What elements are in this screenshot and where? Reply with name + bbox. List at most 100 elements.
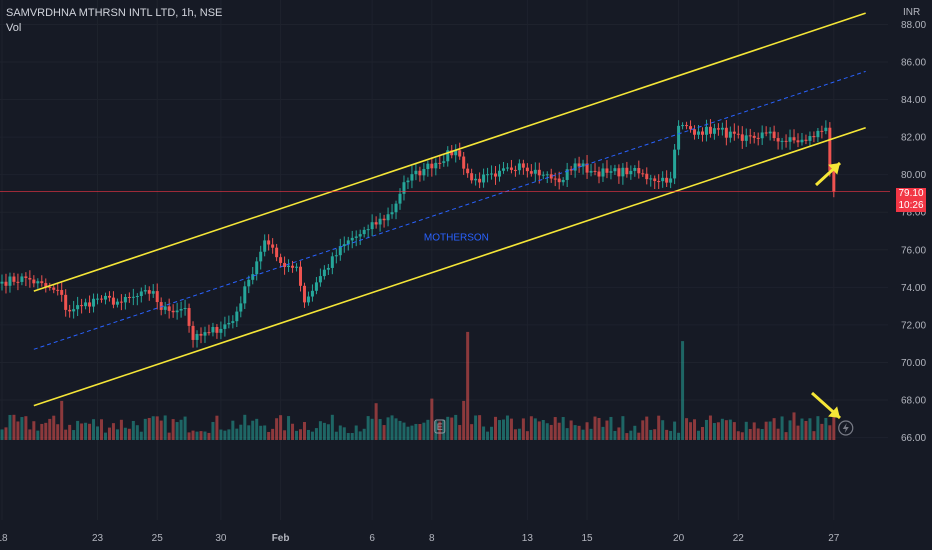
volume-bar bbox=[597, 417, 601, 440]
candle-body bbox=[386, 214, 390, 221]
volume-bar bbox=[665, 429, 669, 440]
volume-bar bbox=[450, 417, 454, 440]
candle-body bbox=[756, 137, 760, 139]
x-tick-label: Feb bbox=[272, 533, 290, 544]
candle-body bbox=[334, 255, 338, 257]
volume-bars bbox=[0, 331, 836, 440]
x-tick-label: 6 bbox=[369, 533, 375, 544]
candle-body bbox=[322, 269, 326, 277]
candle-body bbox=[430, 163, 434, 169]
volume-bar bbox=[398, 420, 402, 440]
volume-bar bbox=[816, 416, 820, 440]
volume-bar bbox=[64, 429, 68, 440]
volume-bar bbox=[84, 422, 88, 440]
x-tick-label: 30 bbox=[215, 533, 227, 544]
volume-bar bbox=[521, 418, 525, 440]
volume-bar bbox=[541, 420, 545, 440]
volume-bar bbox=[557, 422, 561, 440]
volume-bar bbox=[96, 426, 100, 440]
candle-body bbox=[175, 310, 179, 313]
candle-body bbox=[92, 298, 96, 307]
volume-bar bbox=[231, 420, 235, 440]
candle-body bbox=[155, 291, 159, 303]
candle-body bbox=[728, 131, 732, 138]
event-arrow-icon-head bbox=[828, 406, 840, 418]
volume-bar bbox=[386, 417, 390, 440]
candle-body bbox=[227, 322, 231, 325]
volume-bar bbox=[302, 422, 306, 440]
candle-body bbox=[382, 218, 386, 221]
volume-bar bbox=[127, 428, 131, 440]
volume-bar bbox=[390, 415, 394, 440]
candle-body bbox=[310, 290, 314, 297]
candle-body bbox=[111, 297, 115, 305]
candle-body bbox=[107, 295, 111, 298]
time-axis[interactable]: 18 23 25 30 Feb 6 8 13 15 20 22 27 bbox=[0, 533, 840, 544]
candle-body bbox=[693, 129, 697, 135]
volume-bar bbox=[625, 433, 629, 440]
volume-bar bbox=[704, 419, 708, 440]
volume-bar bbox=[203, 431, 207, 440]
volume-bar bbox=[784, 432, 788, 440]
candle-body bbox=[259, 251, 263, 262]
breakdown-arrow-icon-head bbox=[828, 163, 840, 175]
volume-bar bbox=[195, 431, 199, 440]
volume-bar bbox=[418, 423, 422, 440]
volume-bar bbox=[4, 427, 8, 440]
candle-body bbox=[84, 302, 88, 307]
candle-body bbox=[716, 128, 720, 130]
candle-body bbox=[633, 168, 637, 171]
candle-body bbox=[279, 257, 283, 263]
volume-bar bbox=[609, 416, 613, 440]
candle-body bbox=[64, 294, 68, 310]
y-tick-label: 68.00 bbox=[901, 396, 926, 407]
candle-body bbox=[374, 222, 378, 225]
candle-body bbox=[776, 138, 780, 142]
volume-bar bbox=[60, 400, 64, 440]
volume-bar bbox=[36, 430, 40, 440]
candle-body bbox=[525, 167, 529, 172]
volume-bar bbox=[545, 423, 549, 440]
volume-bar bbox=[310, 431, 314, 440]
volume-label[interactable]: Vol bbox=[6, 22, 22, 34]
candle-body bbox=[147, 290, 151, 294]
candle-body bbox=[712, 128, 716, 134]
volume-bar bbox=[728, 419, 732, 440]
volume-bar bbox=[752, 422, 756, 440]
volume-bar bbox=[123, 427, 127, 440]
candle-body bbox=[649, 178, 653, 180]
volume-bar bbox=[677, 432, 681, 440]
volume-bar bbox=[681, 341, 685, 440]
candle-body bbox=[736, 133, 740, 135]
candle-body bbox=[565, 169, 569, 180]
channel-upper-line bbox=[33, 12, 866, 292]
candle-body bbox=[808, 136, 812, 141]
candle-body bbox=[812, 136, 816, 138]
candle-body bbox=[637, 168, 641, 174]
candle-body bbox=[302, 285, 306, 303]
volume-bar bbox=[0, 429, 4, 440]
volume-bar bbox=[661, 420, 665, 440]
volume-bar bbox=[88, 423, 92, 440]
candle-body bbox=[8, 276, 12, 286]
x-tick-label: 22 bbox=[733, 533, 745, 544]
volume-bar bbox=[800, 418, 804, 440]
volume-bar bbox=[768, 421, 772, 440]
volume-bar bbox=[593, 416, 597, 440]
price-axis[interactable]: INR 66.00 68.00 70.00 72.00 74.00 76.00 78.00 80… bbox=[901, 7, 926, 444]
candle-body bbox=[291, 265, 295, 268]
candle-body bbox=[760, 132, 764, 139]
volume-bar bbox=[509, 418, 513, 440]
volume-bar bbox=[537, 421, 541, 440]
volume-bar bbox=[589, 428, 593, 440]
volume-bar bbox=[271, 428, 275, 440]
volume-bar bbox=[462, 400, 466, 440]
symbol-title[interactable]: SAMVRDHNA MTHRSN INTL LTD, 1h, NSE bbox=[6, 7, 223, 19]
candle-body bbox=[697, 131, 700, 135]
volume-bar bbox=[275, 418, 279, 440]
candle-body bbox=[36, 281, 40, 284]
candle-body bbox=[235, 311, 239, 322]
candle-body bbox=[474, 178, 478, 181]
channel-mid-line bbox=[33, 70, 866, 350]
